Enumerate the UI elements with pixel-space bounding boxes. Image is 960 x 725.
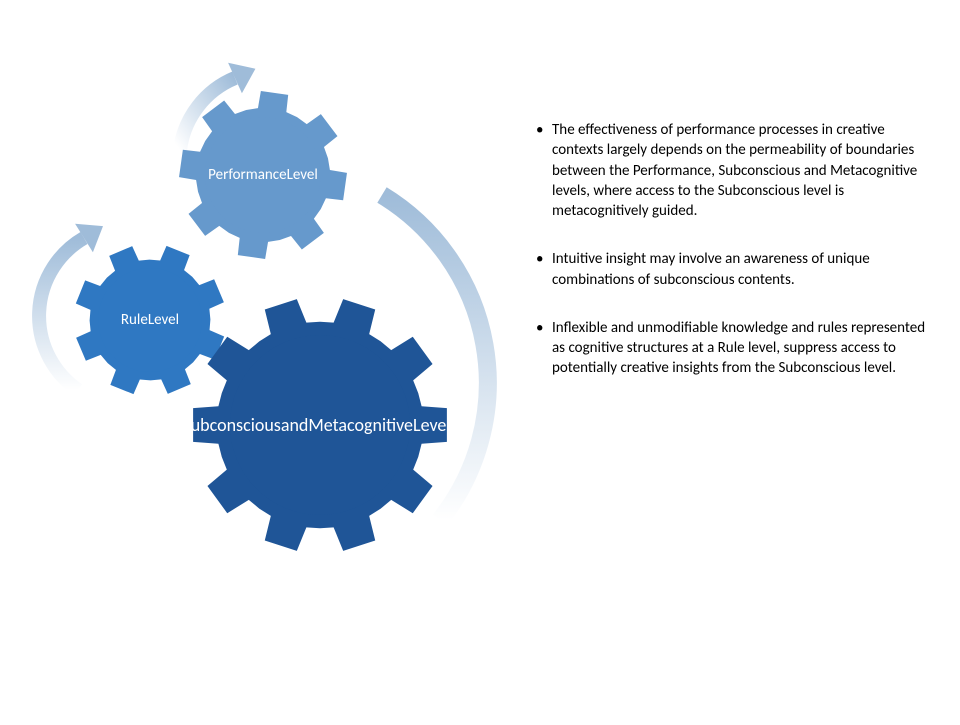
- bullet-list: The effectiveness of performance process…: [530, 120, 930, 379]
- bullet-item: The effectiveness of performance process…: [530, 120, 930, 221]
- gear-diagram: PerformanceLevelRuleLevel Subconsciousand…: [0, 0, 520, 720]
- gear-label-performance: PerformanceLevel: [205, 117, 321, 233]
- arrow-left: [39, 238, 84, 390]
- bullet-item: Intuitive insight may involve an awarene…: [530, 249, 930, 290]
- gear-label-subconscious: SubconsciousandMetacognitiveLevels: [230, 335, 410, 515]
- bullet-item: Inflexible and unmodifiable knowledge an…: [530, 318, 930, 379]
- gear-label-rule: RuleLevel: [98, 268, 202, 372]
- bullet-text-area: The effectiveness of performance process…: [530, 120, 930, 407]
